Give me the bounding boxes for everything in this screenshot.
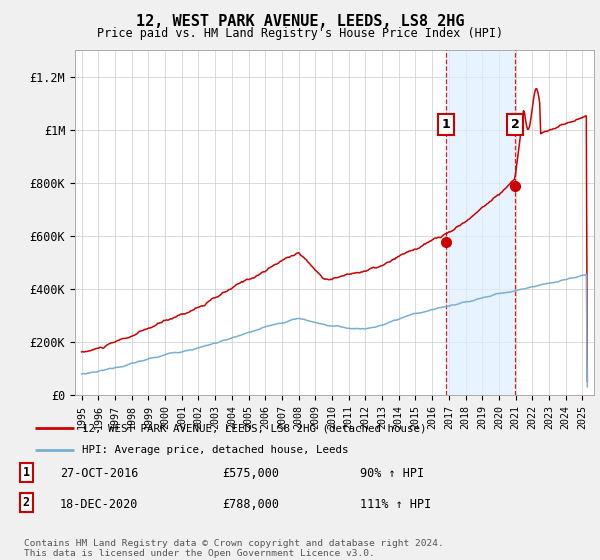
Text: HPI: Average price, detached house, Leeds: HPI: Average price, detached house, Leed… bbox=[82, 445, 349, 455]
Text: £575,000: £575,000 bbox=[222, 466, 279, 480]
Bar bbox=[446, 50, 515, 395]
Text: £788,000: £788,000 bbox=[222, 497, 279, 511]
Text: 27-OCT-2016: 27-OCT-2016 bbox=[60, 466, 139, 480]
Text: 2: 2 bbox=[511, 118, 519, 131]
Text: 1: 1 bbox=[442, 118, 450, 131]
Text: 12, WEST PARK AVENUE, LEEDS, LS8 2HG: 12, WEST PARK AVENUE, LEEDS, LS8 2HG bbox=[136, 14, 464, 29]
Text: 18-DEC-2020: 18-DEC-2020 bbox=[60, 497, 139, 511]
Text: Price paid vs. HM Land Registry's House Price Index (HPI): Price paid vs. HM Land Registry's House … bbox=[97, 27, 503, 40]
Text: 12, WEST PARK AVENUE, LEEDS, LS8 2HG (detached house): 12, WEST PARK AVENUE, LEEDS, LS8 2HG (de… bbox=[82, 423, 427, 433]
Text: 1: 1 bbox=[23, 465, 30, 479]
Text: 111% ↑ HPI: 111% ↑ HPI bbox=[360, 497, 431, 511]
Text: 2: 2 bbox=[23, 496, 30, 510]
Text: Contains HM Land Registry data © Crown copyright and database right 2024.
This d: Contains HM Land Registry data © Crown c… bbox=[24, 539, 444, 558]
Text: 90% ↑ HPI: 90% ↑ HPI bbox=[360, 466, 424, 480]
